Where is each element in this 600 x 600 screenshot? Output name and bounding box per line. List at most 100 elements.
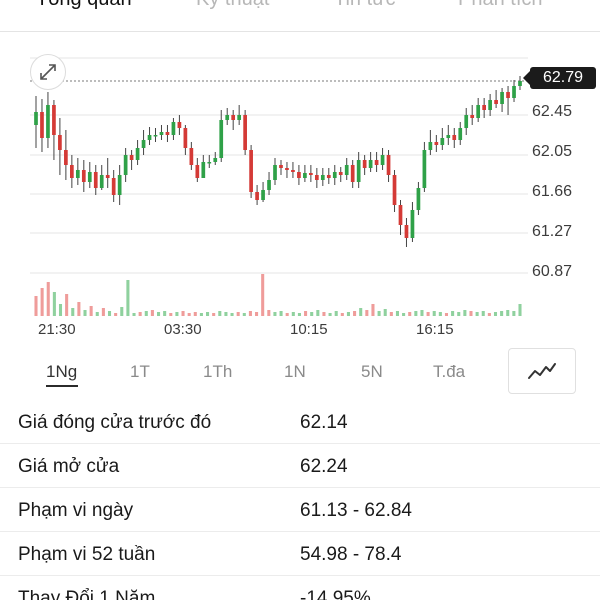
- tab-technical[interactable]: Kỹ thuật: [196, 0, 269, 11]
- stat-value: 61.13 - 62.84: [300, 500, 412, 521]
- range-active-indicator: [46, 385, 78, 387]
- y-tick-label: 61.27: [532, 223, 573, 240]
- volume-bar: [230, 313, 234, 316]
- range-1-day[interactable]: 1Ng: [46, 362, 78, 381]
- candle-body: [482, 105, 487, 110]
- volume-bar: [420, 310, 424, 316]
- volume-bar: [138, 312, 142, 316]
- volume-bar: [291, 312, 295, 316]
- candle-body: [392, 175, 397, 205]
- candle-body: [225, 115, 230, 120]
- key-stats-table: Giá đóng cửa trước đó 62.14 Giá mở cửa 6…: [0, 400, 600, 600]
- candle-body: [380, 155, 385, 165]
- candle-body: [165, 132, 170, 135]
- volume-bar: [408, 312, 412, 316]
- volume-bar: [46, 282, 50, 316]
- range-1-week[interactable]: 1T: [130, 362, 150, 381]
- top-tab-bar: Tổng quan Kỹ thuật Tin tức Phân tích: [0, 0, 600, 32]
- current-price-badge: 62.79: [523, 67, 596, 89]
- candle-body: [135, 148, 140, 160]
- candle-body: [422, 150, 427, 188]
- volume-bar: [463, 310, 467, 316]
- volume-bar: [107, 311, 112, 316]
- candle-body: [440, 138, 445, 145]
- candle-body: [69, 165, 74, 178]
- volume-bar: [212, 313, 216, 316]
- tab-analysis[interactable]: Phân tích: [458, 0, 543, 11]
- candle-body: [93, 172, 98, 188]
- range-5-years[interactable]: 5N: [361, 362, 383, 381]
- price-chart[interactable]: [0, 32, 600, 332]
- volume-bar: [71, 308, 75, 316]
- tab-overview[interactable]: Tổng quan: [36, 0, 132, 11]
- candle-body: [111, 178, 116, 195]
- volume-bar: [475, 312, 479, 316]
- volume-bar: [359, 308, 363, 316]
- candle-body: [446, 135, 451, 138]
- volume-bar: [334, 311, 338, 316]
- x-tick-label: 03:30: [164, 321, 202, 338]
- candle-body: [117, 175, 122, 195]
- range-1-month[interactable]: 1Th: [203, 362, 233, 381]
- volume-bar: [120, 307, 124, 316]
- x-tick-label: 21:30: [38, 321, 76, 338]
- stat-row: Thay Đổi 1 Năm -14.95%: [0, 576, 600, 600]
- volume-bar: [506, 310, 510, 316]
- candle-body: [338, 172, 343, 175]
- candle-body: [123, 155, 128, 175]
- volume-bar: [193, 312, 197, 316]
- volume-bar: [132, 313, 136, 316]
- candle-body: [267, 180, 271, 190]
- expand-chart-button[interactable]: [30, 54, 66, 90]
- candle-body: [273, 165, 277, 180]
- volume-bar: [273, 312, 277, 316]
- volume-bar: [328, 313, 332, 316]
- volume-bar: [255, 312, 259, 316]
- candle-body: [64, 150, 68, 165]
- volume-bar: [52, 292, 56, 316]
- candle-body: [506, 92, 510, 98]
- volume-bar: [512, 311, 516, 316]
- volume-bar: [438, 312, 442, 316]
- stat-value: 62.14: [300, 412, 348, 433]
- range-max[interactable]: T.đa: [433, 362, 466, 381]
- volume-bar: [481, 311, 485, 316]
- y-tick-label: 62.05: [532, 143, 573, 160]
- candle-body: [374, 160, 379, 165]
- volume-bar: [518, 304, 522, 316]
- volume-bar: [89, 306, 93, 316]
- candle-body: [171, 122, 176, 135]
- candle-body: [207, 162, 212, 164]
- volume-bar: [187, 313, 191, 316]
- stat-row: Giá mở cửa 62.24: [0, 444, 600, 488]
- candle-body: [362, 160, 367, 168]
- candle-body: [416, 188, 421, 210]
- chart-type-button[interactable]: [508, 348, 576, 394]
- y-tick-label: 61.66: [532, 183, 573, 200]
- volume-bar: [83, 310, 87, 316]
- volume-bar: [181, 311, 185, 316]
- volume-bar: [346, 312, 350, 316]
- volume-bar: [457, 312, 461, 316]
- range-1-year[interactable]: 1N: [284, 362, 306, 381]
- candle-body: [309, 173, 313, 175]
- candle-body: [195, 165, 200, 178]
- candle-body: [356, 160, 361, 182]
- volume-bar: [297, 313, 301, 316]
- volume-bar: [322, 312, 326, 316]
- candle-body: [231, 115, 236, 120]
- volume-bar: [267, 310, 271, 316]
- volume-bar: [353, 311, 357, 316]
- volume-bar: [236, 312, 240, 316]
- volume-bar: [144, 311, 148, 316]
- tab-news[interactable]: Tin tức: [334, 0, 396, 11]
- volume-bar: [150, 310, 154, 316]
- candle-body: [386, 155, 391, 175]
- stat-value: 54.98 - 78.4: [300, 544, 402, 565]
- candle-body: [410, 210, 415, 238]
- candle-body: [404, 225, 409, 238]
- candle-body: [512, 86, 516, 98]
- stat-label: Giá đóng cửa trước đó: [18, 412, 212, 433]
- volume-bar: [316, 310, 320, 316]
- candle-body: [189, 148, 194, 165]
